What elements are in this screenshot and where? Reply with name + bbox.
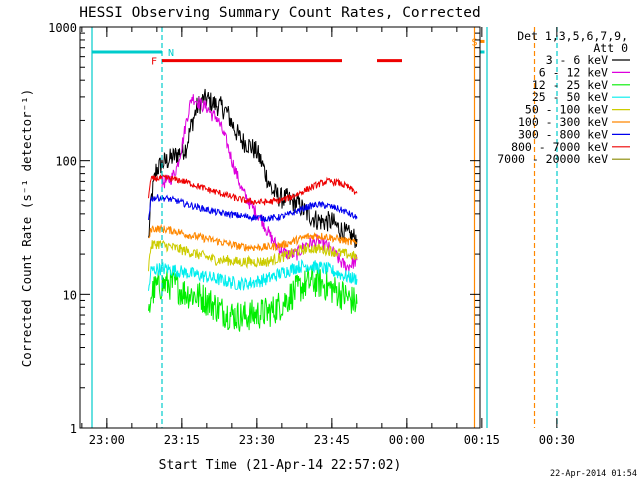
- y-tick-label: 10: [63, 288, 77, 302]
- x-tick-label: 00:30: [539, 433, 575, 447]
- legend-label-6-12-kev: 6 - 12 keV: [539, 65, 608, 79]
- x-tick-label: 23:15: [164, 433, 200, 447]
- x-tick-label: 23:45: [314, 433, 350, 447]
- x-tick-label: 00:00: [389, 433, 425, 447]
- y-tick-label: 100: [55, 155, 77, 169]
- series-layer: [148, 88, 358, 332]
- y-tick-label: 1: [70, 422, 77, 436]
- x-axis-label: Start Time (21-Apr-14 22:57:02): [159, 458, 402, 473]
- flag-label-n: N: [168, 48, 174, 59]
- axis-layer: 23:00 23:15 23:30 23:45 00:00 00:15 00:30 1 10 10…: [48, 21, 575, 447]
- chart-title: HESSI Observing Summary Count Rates, Cor…: [79, 5, 481, 21]
- legend-label-3-6-kev: 3 - 6 keV: [546, 53, 608, 67]
- annotation-layer: NF S: [91, 27, 558, 428]
- x-tick-label: 23:30: [239, 433, 275, 447]
- footer-timestamp: 22-Apr-2014 01:54: [550, 469, 637, 479]
- y-axis-label: Corrected Count Rate (s⁻¹ detector⁻¹): [19, 89, 34, 367]
- legend-label-100-300-kev: 100 - 300 keV: [518, 115, 608, 129]
- plot-frame: [79, 26, 481, 429]
- series-line-25-50-kev: [148, 258, 358, 291]
- x-tick-label: 00:15: [464, 433, 500, 447]
- series-line-50-100-kev: [148, 240, 358, 272]
- flag-label-f: F: [151, 57, 157, 68]
- y-tick-label: 1000: [48, 21, 77, 35]
- legend-label-300-800-kev: 300 - 800 keV: [518, 127, 608, 141]
- series-line-800-7000-kev: [148, 174, 358, 206]
- flag-label-s: S: [472, 37, 478, 48]
- series-line-12-25-kev: [148, 266, 358, 332]
- series-line-100-300-kev: [148, 223, 358, 252]
- legend-label-7000-20000-kev: 7000 - 20000 keV: [497, 152, 608, 166]
- legend-label-800-7000-kev: 800 - 7000 keV: [511, 140, 608, 154]
- legend-header: Det 1,3,5,6,7,9,: [517, 29, 628, 43]
- legend-label-50-100-kev: 50 - 100 keV: [525, 103, 608, 117]
- legend-header: Att 0: [593, 41, 628, 55]
- legend-label-25-50-kev: 25 - 50 keV: [532, 90, 608, 104]
- series-line-300-800-kev: [148, 194, 358, 223]
- series-line-3-6-kev: [148, 88, 358, 249]
- legend-label-12-25-kev: 12 - 25 keV: [532, 78, 608, 92]
- x-tick-label: 23:00: [89, 433, 125, 447]
